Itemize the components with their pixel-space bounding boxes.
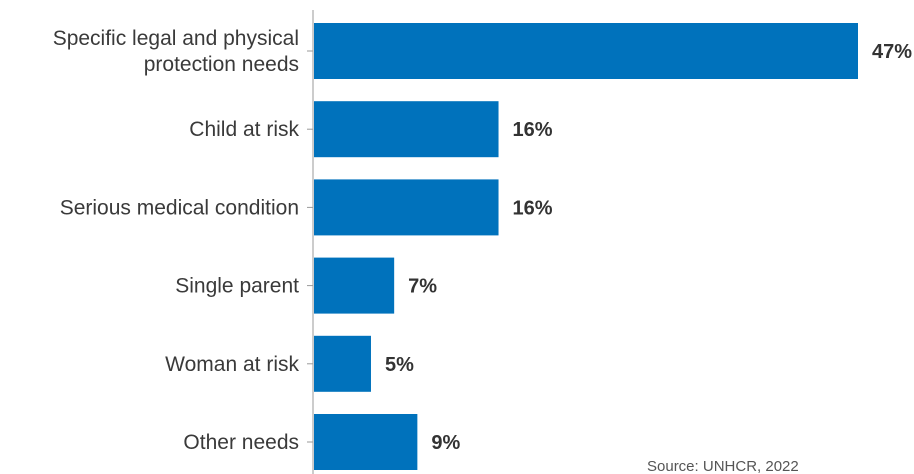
category-label-line: protection needs (144, 53, 299, 76)
category-labels: Specific legal and physical protection ne… (53, 27, 300, 454)
value-label: 9% (431, 432, 460, 454)
bar (314, 101, 499, 158)
category-label-line: Serious medical condition (60, 196, 299, 219)
bar (314, 257, 395, 314)
category-label: Other needs (183, 431, 299, 454)
bar (314, 335, 371, 392)
category-label: Serious medical condition (60, 196, 299, 219)
bar (314, 179, 499, 236)
category-label-line: Single parent (175, 275, 299, 298)
value-label: 7% (408, 276, 437, 298)
bar (314, 23, 858, 79)
bars-group (314, 23, 858, 470)
category-label: Specific legal and physical protection ne… (53, 27, 299, 76)
value-label: 5% (385, 354, 414, 376)
value-label: 16% (513, 197, 553, 219)
category-label: Single parent (175, 275, 299, 298)
y-axis-ticks (307, 50, 313, 443)
category-label: Child at risk (189, 118, 299, 141)
category-label-line: Other needs (183, 431, 299, 454)
value-label: 16% (513, 119, 553, 141)
category-label-line: Child at risk (189, 118, 299, 141)
value-labels: 47% 16% 16% 7% 5% 9% (385, 41, 912, 454)
value-label: 47% (872, 41, 912, 63)
category-label-line: Specific legal and physical (53, 27, 299, 50)
category-label: Woman at risk (165, 353, 299, 376)
category-label-line: Woman at risk (165, 353, 299, 376)
source-note: Source: UNHCR, 2022 (647, 458, 799, 474)
bar (314, 414, 418, 470)
